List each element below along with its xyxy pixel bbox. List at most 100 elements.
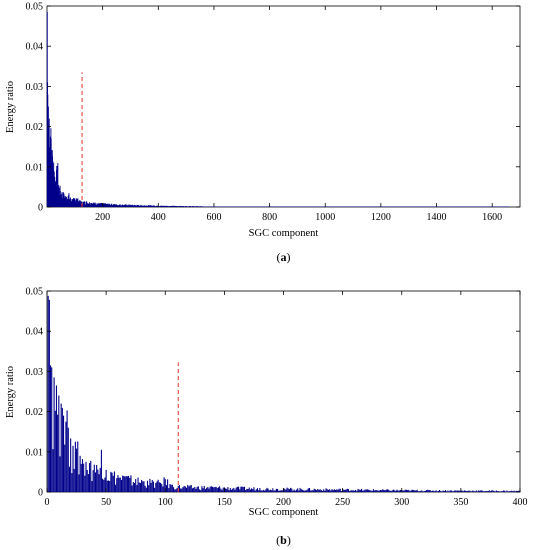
x-tick-label-a: 1600 bbox=[482, 212, 502, 223]
bar-b bbox=[377, 490, 379, 492]
bar-a bbox=[171, 205, 173, 207]
bar-b bbox=[137, 477, 139, 492]
bar-b bbox=[187, 484, 189, 492]
bar-b bbox=[96, 464, 98, 492]
bar-b bbox=[439, 489, 441, 492]
bar-b bbox=[90, 460, 92, 492]
bar-b bbox=[245, 490, 247, 492]
bar-b bbox=[194, 486, 196, 492]
bar-b bbox=[407, 490, 409, 492]
bar-b bbox=[203, 485, 205, 492]
bar-b bbox=[306, 489, 308, 492]
bar-a bbox=[84, 201, 86, 207]
bar-b bbox=[422, 491, 424, 492]
bar-b bbox=[233, 487, 235, 492]
bar-b bbox=[181, 488, 183, 492]
bar-b bbox=[81, 459, 84, 492]
bar-b bbox=[266, 487, 268, 492]
bar-a bbox=[192, 206, 194, 207]
bar-b bbox=[52, 449, 54, 492]
bar-b bbox=[57, 414, 59, 492]
bar-b bbox=[120, 479, 123, 492]
bar-b bbox=[281, 490, 283, 492]
bar-b bbox=[301, 489, 303, 492]
bar-b bbox=[146, 480, 149, 492]
bar-b bbox=[84, 475, 86, 492]
x-tick-label-b: 400 bbox=[513, 497, 528, 508]
bar-a bbox=[74, 200, 76, 207]
chart-panel-b: 0 0.01 0.02 0.03 0.04 0.05 0 50 100 150 200 250 300… bbox=[5, 287, 528, 548]
bar-b bbox=[514, 491, 516, 492]
bar-b bbox=[433, 490, 435, 492]
bar-b bbox=[416, 489, 418, 492]
bar-a bbox=[95, 202, 97, 207]
bar-b bbox=[489, 491, 491, 492]
y-axis-label-b: Energy ratio bbox=[5, 366, 16, 418]
bar-b bbox=[479, 490, 481, 492]
bar-b bbox=[251, 488, 253, 492]
bar-b bbox=[67, 427, 69, 492]
bar-b bbox=[385, 489, 387, 492]
bar-a bbox=[145, 205, 147, 207]
bar-b bbox=[210, 486, 212, 492]
bar-b bbox=[50, 365, 52, 492]
bar-b bbox=[253, 487, 255, 492]
bar-b bbox=[491, 490, 493, 492]
bar-b bbox=[165, 485, 167, 492]
bar-b bbox=[242, 486, 244, 492]
bar-b bbox=[339, 488, 341, 492]
bar-b bbox=[208, 488, 210, 492]
bar-b bbox=[215, 486, 217, 492]
bar-b bbox=[455, 490, 457, 492]
bar-a bbox=[65, 197, 67, 207]
bar-b bbox=[427, 489, 429, 492]
bar-b bbox=[256, 488, 259, 492]
bar-b bbox=[448, 491, 450, 492]
bar-b bbox=[264, 490, 266, 492]
bar-b bbox=[494, 491, 496, 492]
bar-b bbox=[390, 491, 392, 492]
bar-a bbox=[146, 205, 148, 207]
bar-b bbox=[106, 480, 108, 492]
bar-b bbox=[184, 486, 186, 492]
bar-b bbox=[382, 489, 384, 492]
bar-b bbox=[74, 441, 76, 492]
bar-b bbox=[331, 489, 333, 492]
bar-b bbox=[349, 491, 351, 492]
bar-b bbox=[98, 474, 100, 492]
bar-a bbox=[107, 204, 109, 207]
bar-b bbox=[493, 490, 495, 492]
bar-b bbox=[83, 463, 85, 492]
bar-a bbox=[86, 203, 88, 207]
bar-a bbox=[183, 206, 185, 207]
bar-b bbox=[78, 474, 80, 492]
bar-b bbox=[195, 488, 197, 492]
bar-b bbox=[418, 491, 421, 492]
bar-b bbox=[183, 485, 185, 492]
bar-b bbox=[329, 489, 331, 492]
bar-b bbox=[104, 477, 106, 492]
bar-b bbox=[126, 476, 128, 492]
bar-b bbox=[124, 476, 126, 492]
bar-b bbox=[472, 490, 474, 492]
x-ticks-b: 0 50 100 150 200 250 300 350 400 bbox=[45, 291, 528, 508]
x-axis-label-a: SGC component bbox=[249, 228, 319, 239]
bar-b bbox=[207, 486, 209, 492]
bar-b bbox=[128, 475, 130, 492]
bar-b bbox=[474, 491, 476, 492]
bar-a bbox=[114, 204, 116, 207]
bar-b bbox=[409, 491, 411, 492]
bar-b bbox=[456, 490, 458, 492]
bar-b bbox=[107, 480, 110, 492]
bar-a bbox=[420, 206, 422, 207]
bar-b bbox=[171, 484, 173, 492]
bar-b bbox=[141, 479, 143, 492]
bar-b bbox=[465, 490, 467, 492]
bar-b bbox=[496, 491, 499, 492]
bar-b bbox=[219, 486, 221, 492]
bar-b bbox=[447, 490, 449, 492]
bar-b bbox=[243, 486, 246, 492]
caption-b: (b) bbox=[276, 533, 291, 547]
bar-b bbox=[125, 476, 127, 492]
bar-b bbox=[495, 490, 497, 492]
